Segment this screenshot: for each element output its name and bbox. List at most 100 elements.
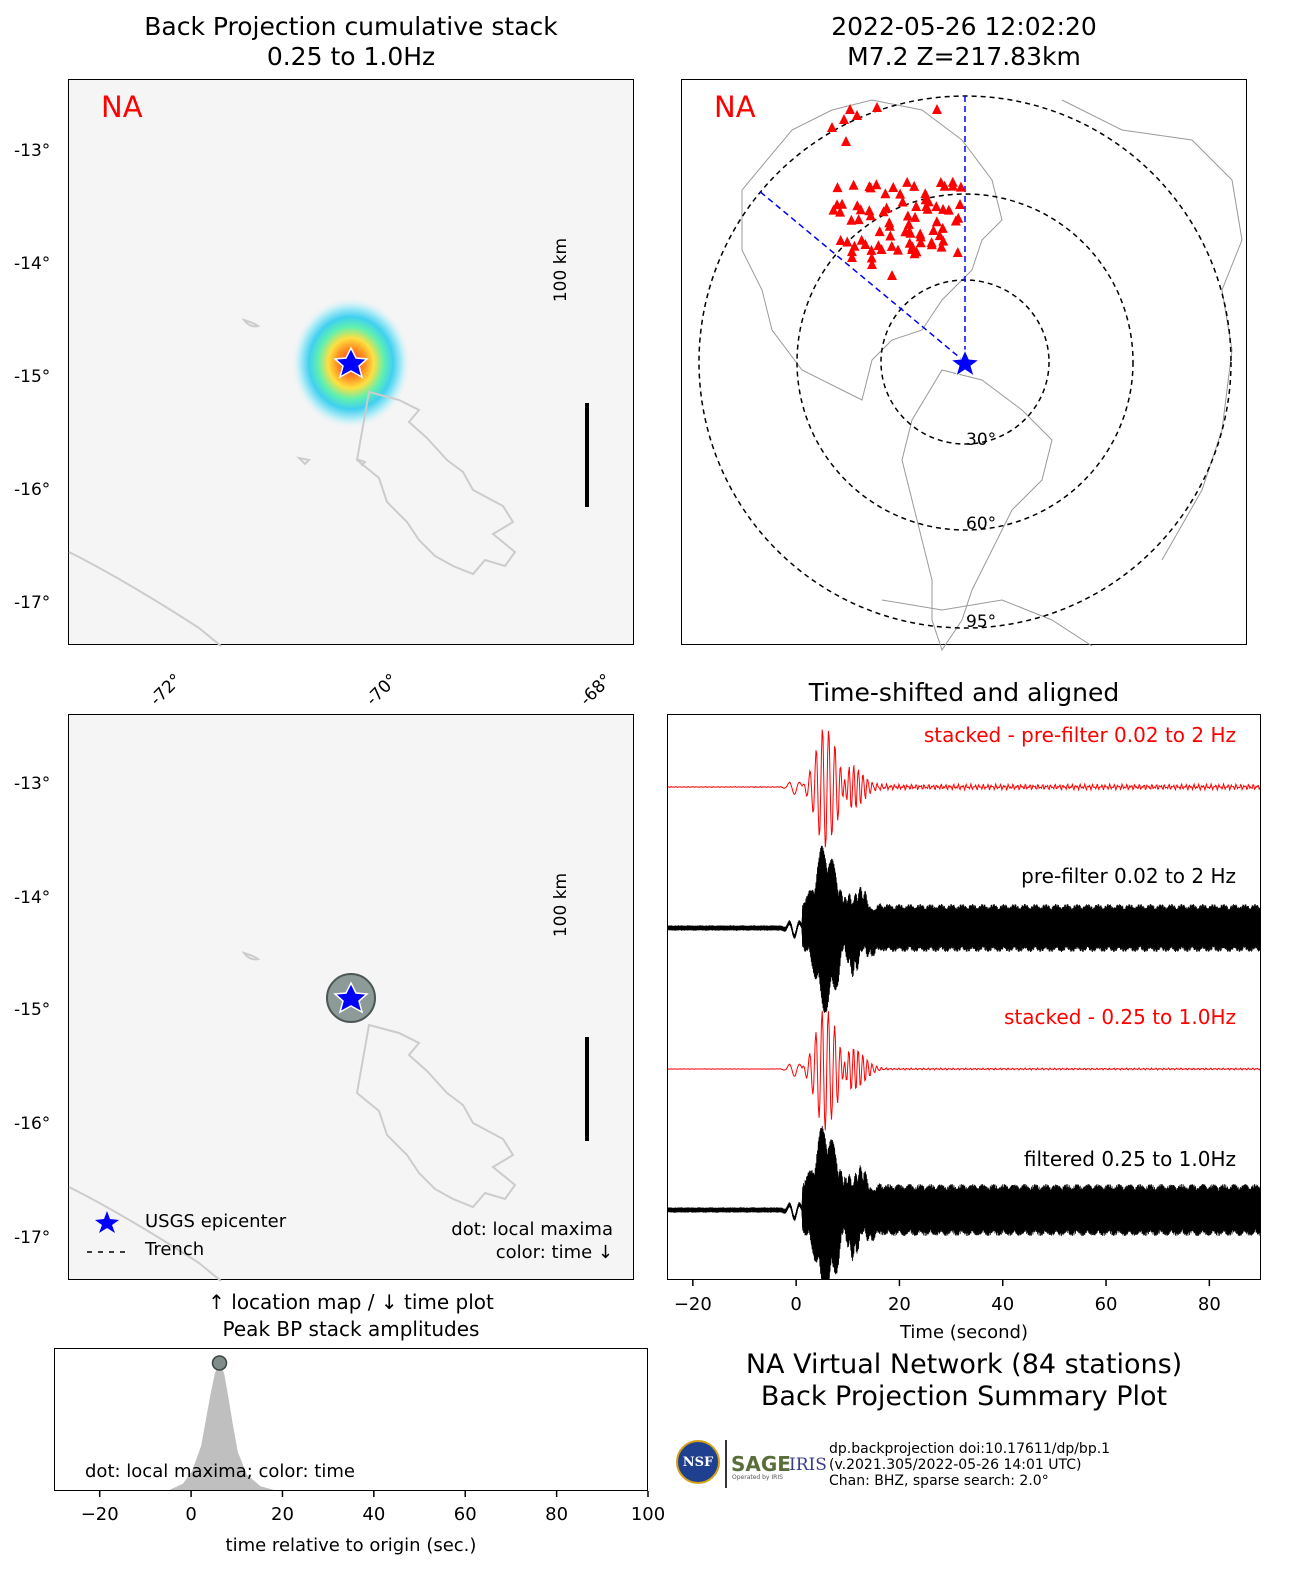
globe-map-panel: NA 30° 60° 95°	[681, 79, 1247, 652]
epicenter-star-icon	[333, 981, 369, 1014]
x-tick-label: 100	[631, 1504, 665, 1525]
location-lat-tick: -17°	[14, 1228, 51, 1248]
logo-divider	[725, 1440, 727, 1488]
ring-label-95: 95°	[966, 612, 997, 632]
traces-panel: stacked - pre-filter 0.02 to 2 Hz pre-fi…	[667, 714, 1261, 1280]
peak-local-maxima-dot	[211, 1355, 228, 1371]
x-tick-label: 60	[1095, 1294, 1118, 1315]
station-triangle-icon	[904, 237, 915, 248]
station-triangle-icon	[876, 243, 887, 254]
location-lat-tick: -14°	[14, 888, 51, 908]
station-triangle-icon	[827, 122, 837, 132]
lake-outline	[241, 318, 261, 328]
station-triangle-icon	[885, 230, 896, 241]
station-triangle-icon	[953, 212, 964, 223]
x-tick-label: −20	[81, 1504, 119, 1525]
station-triangle-icon	[952, 247, 963, 258]
station-triangle-icon	[902, 210, 913, 221]
ring-60	[796, 193, 1134, 531]
station-triangle-icon	[866, 252, 877, 263]
station-triangle-icon	[931, 216, 942, 227]
station-triangle-icon	[907, 244, 917, 254]
nsf-logo-text: NSF	[682, 1454, 714, 1470]
station-triangle-icon	[860, 238, 871, 249]
station-triangle-icon	[888, 182, 899, 193]
station-triangle-icon	[928, 224, 939, 235]
summary-line1: NA Virtual Network (84 stations)	[745, 1349, 1183, 1380]
location-lat-tick: -16°	[14, 1114, 51, 1134]
station-triangle-icon	[939, 180, 950, 191]
station-triangle-icon	[852, 110, 862, 120]
globe-title: 2022-05-26 12:02:20 M7.2 Z=217.83km	[681, 12, 1247, 72]
x-tick-label: 20	[271, 1504, 294, 1525]
bp-lon-tick: -68°	[576, 670, 617, 710]
label-stacked-bp: stacked - 0.25 to 1.0Hz	[1004, 1005, 1236, 1029]
station-triangle-icon	[936, 241, 947, 252]
x-tick-label: 40	[362, 1504, 385, 1525]
antarctica-outline	[881, 599, 1093, 647]
bp-network-label: NA	[101, 90, 143, 124]
station-triangle-icon	[864, 181, 875, 192]
bp-title-line2: 0.25 to 1.0Hz	[266, 42, 436, 71]
traces-pre-filter	[668, 845, 1260, 1013]
station-triangle-icon	[848, 179, 859, 190]
traces-filtered	[668, 1125, 1260, 1279]
south-america-outline	[901, 369, 1053, 652]
location-lat-tick: -15°	[14, 1000, 51, 1020]
bp-title-line1: Back Projection cumulative stack	[144, 12, 558, 41]
station-triangle-icon	[837, 198, 848, 209]
trace-stacked-bandpass	[668, 1010, 1260, 1131]
bp-lon-tick: -70°	[362, 670, 403, 710]
station-triangle-icon	[845, 104, 855, 114]
station-triangle-icon	[884, 217, 895, 228]
north-america-outline	[741, 99, 1003, 401]
station-triangle-icon	[887, 270, 897, 280]
location-map-panel: 100 km USGS epicenter Trench dot: local …	[68, 714, 634, 1282]
bp-map-panel: NA 100 km	[68, 79, 634, 647]
credits-line1: dp.backprojection doi:10.17611/dp/bp.1	[829, 1441, 1111, 1457]
station-triangle-icon	[846, 214, 857, 225]
credits-line2: (v.2021.305/2022-05-26 14:01 UTC)	[829, 1457, 1082, 1473]
legend-trench-label: Trench	[145, 1239, 205, 1260]
summary-title: NA Virtual Network (84 stations) Back Pr…	[667, 1349, 1261, 1413]
trace-stacked-pre-filter	[668, 729, 1260, 848]
caption-line2: Peak BP stack amplitudes	[222, 1317, 480, 1341]
station-triangle-icon	[872, 102, 882, 112]
caption-line1: ↑ location map / ↓ time plot	[208, 1290, 494, 1314]
station-triangle-icon	[835, 235, 846, 246]
station-triangle-icon	[897, 196, 908, 207]
ring-label-30: 30°	[966, 430, 997, 450]
location-note-line1: dot: local maxima	[451, 1219, 613, 1240]
globe-title-line1: 2022-05-26 12:02:20	[831, 12, 1097, 41]
sage-logo-text: SAGE	[731, 1452, 791, 1476]
station-triangle-icon	[846, 246, 857, 257]
globe-title-line2: M7.2 Z=217.83km	[847, 42, 1081, 71]
bp-lat-tick: -13°	[14, 141, 51, 161]
station-triangle-icon	[947, 180, 958, 191]
peak-plot-panel: dot: local maxima; color: time	[54, 1348, 648, 1491]
ring-label-60: 60°	[966, 514, 997, 534]
station-triangle-icon	[855, 204, 866, 215]
station-triangle-icon	[864, 205, 875, 216]
location-note-line2: color: time ↓	[495, 1242, 613, 1263]
label-filtered: filtered 0.25 to 1.0Hz	[1023, 1147, 1236, 1171]
station-triangle-icon	[849, 240, 860, 251]
peak-note: dot: local maxima; color: time	[85, 1461, 355, 1482]
x-tick-label: 0	[185, 1504, 196, 1525]
lake-outline	[241, 951, 261, 961]
station-triangle-icon	[871, 179, 882, 190]
station-triangle-icon	[926, 239, 937, 250]
traces-x-axis: −20 0 20 40 60 80 Time (second)	[674, 1280, 1221, 1343]
station-triangle-icon	[886, 240, 897, 251]
x-tick-label: 0	[790, 1294, 801, 1315]
peak-x-axis: −20 0 20 40 60 80 100 time relative to origin (…	[81, 1491, 665, 1556]
sage-logo-subtext: Operated by IRIS	[732, 1474, 783, 1481]
station-triangle-icon	[903, 218, 914, 229]
station-triangle-icon	[847, 252, 857, 262]
station-triangle-icon	[934, 230, 945, 241]
station-triangle-icon	[892, 244, 903, 255]
x-axis-label: time relative to origin (sec.)	[226, 1535, 477, 1556]
location-caption: ↑ location map / ↓ time plot Peak BP sta…	[68, 1289, 634, 1343]
station-triangle-icon	[866, 244, 877, 255]
station-triangle-icon	[911, 201, 922, 212]
